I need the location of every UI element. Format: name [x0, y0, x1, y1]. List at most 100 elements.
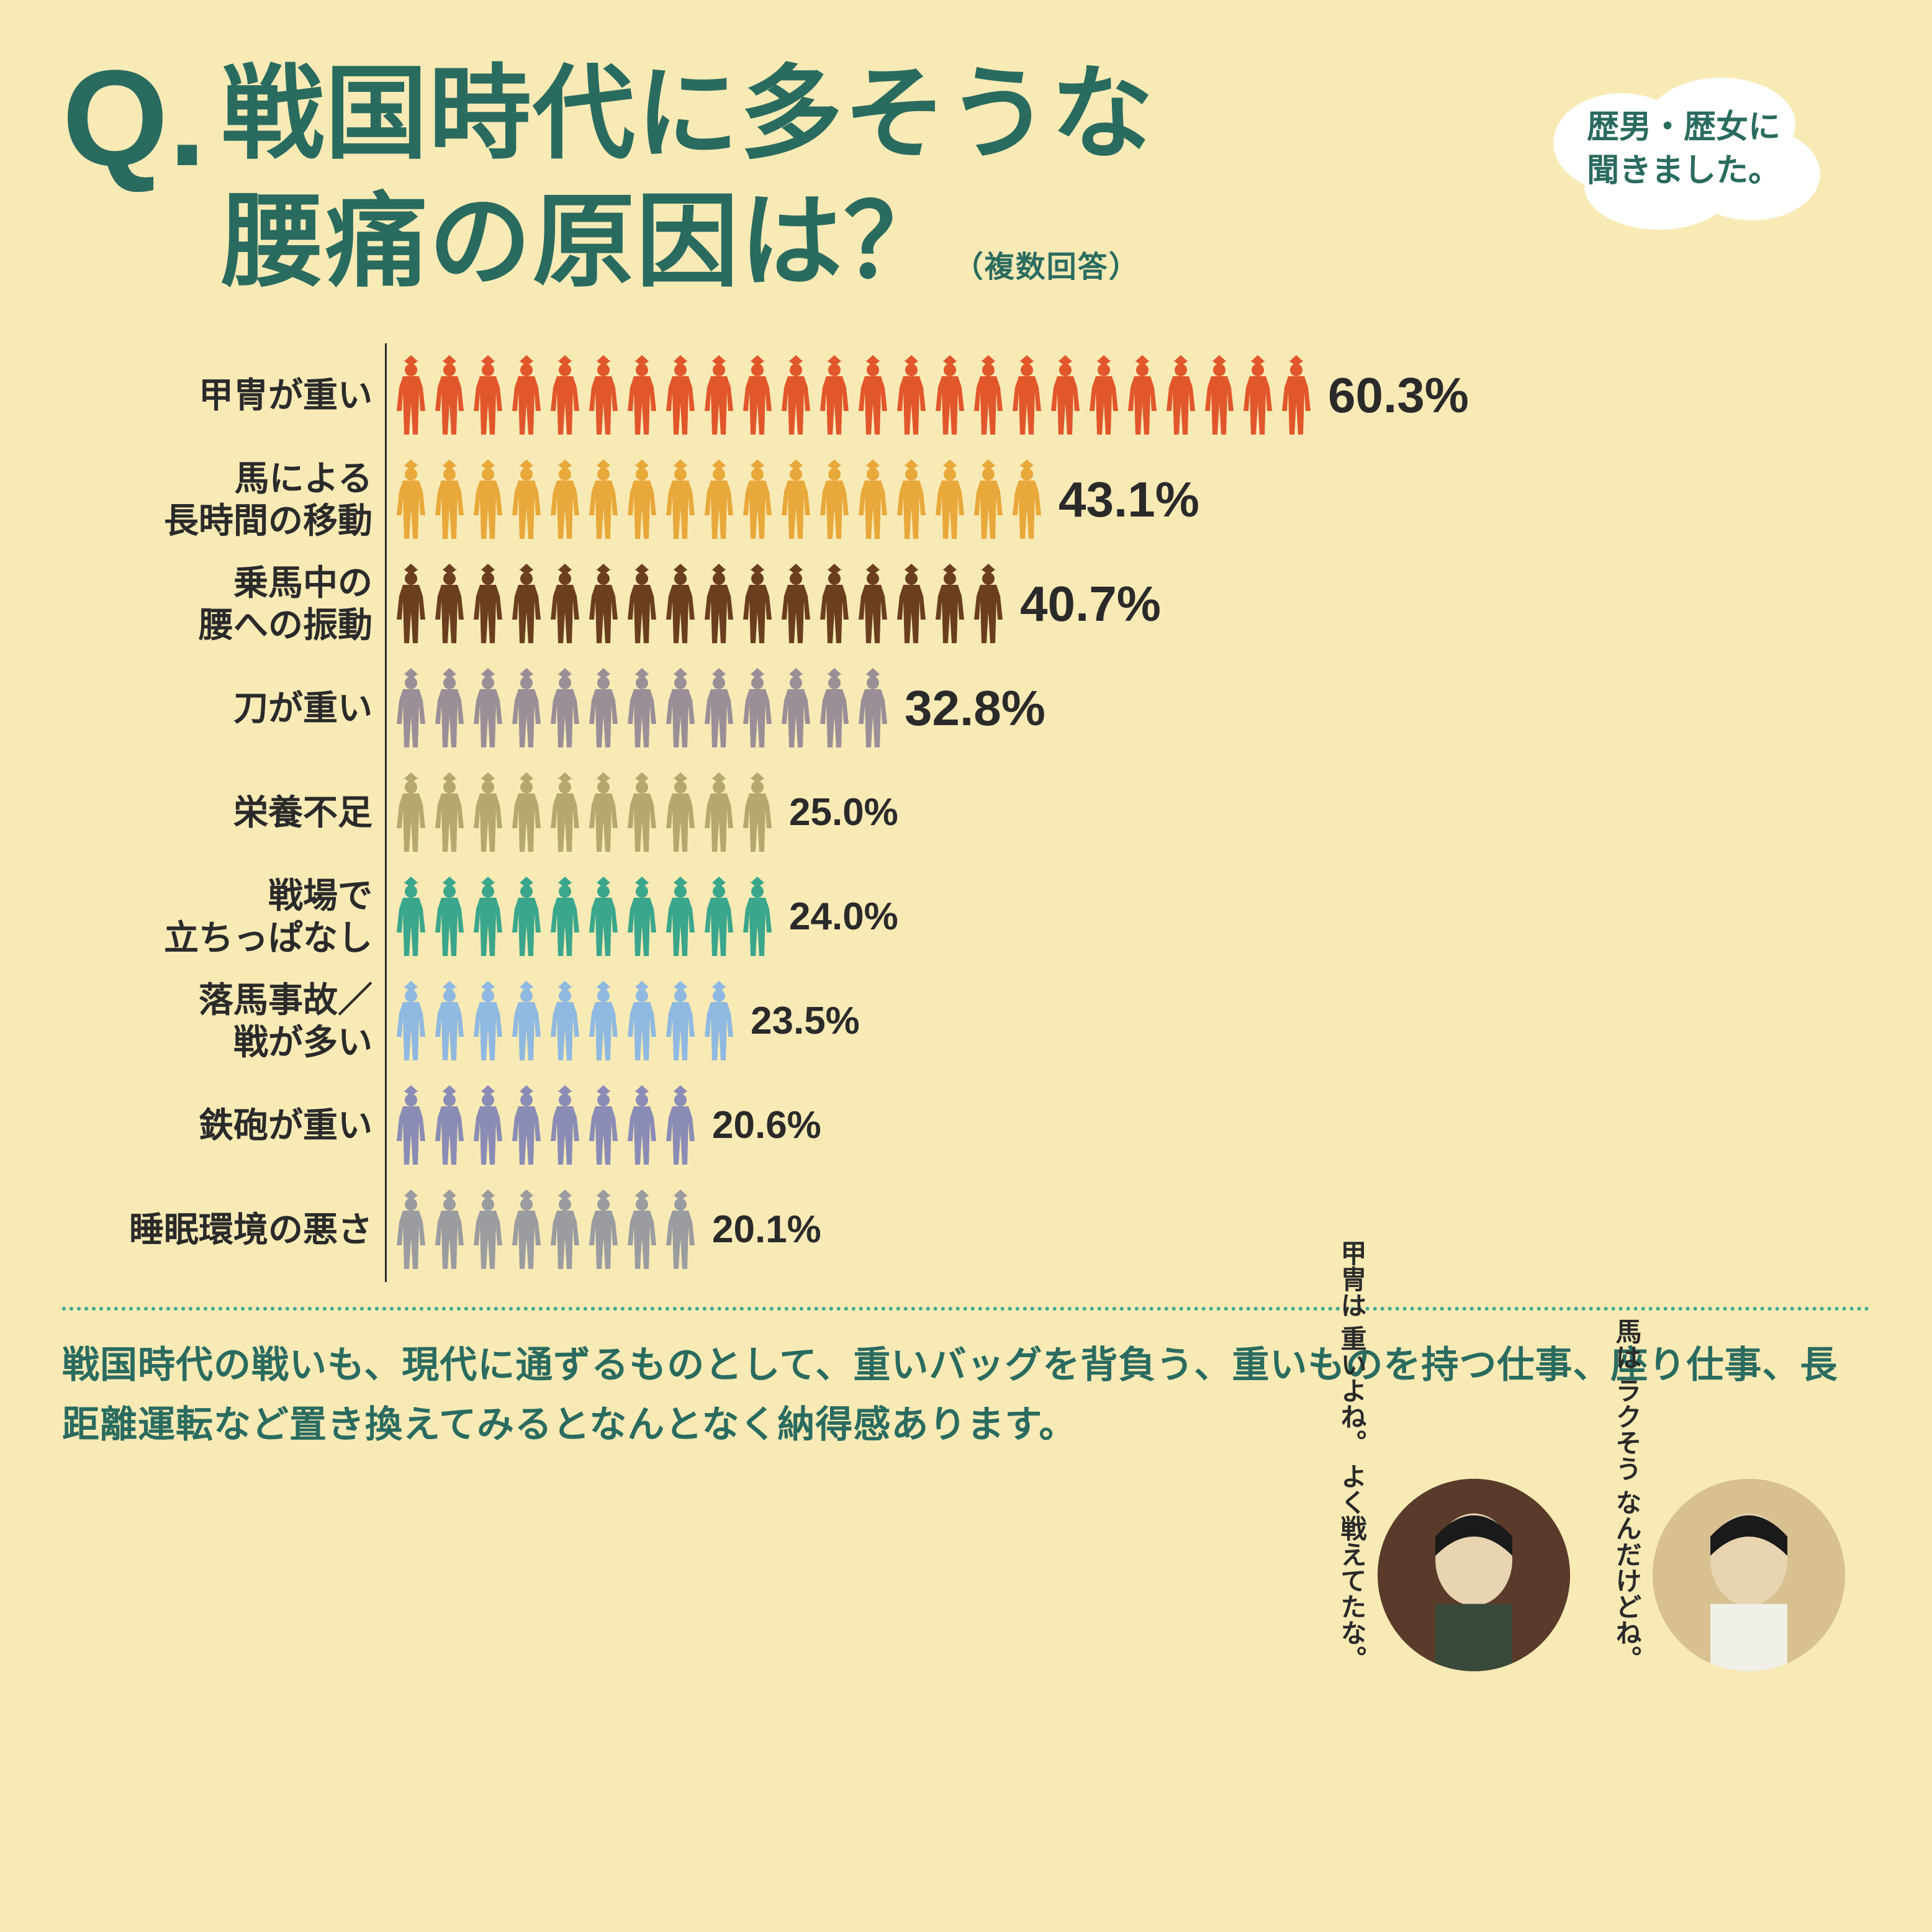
- samurai-icon: [507, 1189, 546, 1270]
- samurai-icon: [661, 459, 700, 540]
- samurai-icon: [700, 668, 738, 749]
- subtitle: （複数回答）: [954, 251, 1140, 284]
- samurai-icon: [969, 564, 1008, 644]
- samurai-icon: [931, 459, 969, 540]
- samurai-icon: [584, 564, 623, 644]
- avatar-group: 甲冑は 重いよね。 よく戦えてたな。: [1332, 1240, 1570, 1671]
- samurai-icon: [738, 772, 777, 853]
- samurai-icon: [1046, 355, 1085, 436]
- samurai-icon: [700, 772, 738, 853]
- samurai-icon: [546, 877, 584, 957]
- samurai-icon: [623, 355, 661, 436]
- samurai-icon: [700, 564, 738, 644]
- samurai-icon: [507, 981, 546, 1062]
- bar-area: 23.5%: [385, 969, 1870, 1073]
- samurai-icon: [931, 355, 969, 436]
- samurai-icon: [777, 564, 815, 644]
- samurai-icon: [392, 355, 430, 436]
- avatar-portrait: [1378, 1479, 1570, 1671]
- samurai-icon: [777, 355, 815, 436]
- samurai-icon: [507, 772, 546, 853]
- pictogram-chart: 甲冑が重い: [124, 343, 1870, 1282]
- avatar-group: 馬は ラクそう なんだけどね。: [1607, 1240, 1845, 1671]
- samurai-icon: [931, 564, 969, 644]
- samurai-icon: [661, 772, 700, 853]
- samurai-icon: [815, 459, 854, 540]
- samurai-icon: [700, 981, 738, 1062]
- samurai-icon: [892, 355, 931, 436]
- row-label: 馬による 長時間の移動: [124, 458, 385, 541]
- avatars: 甲冑は 重いよね。 よく戦えてたな。 馬は ラクそう なんだけどね。: [1332, 1240, 1845, 1671]
- samurai-icon: [738, 877, 777, 957]
- samurai-icon: [392, 772, 430, 853]
- samurai-icon: [661, 981, 700, 1062]
- samurai-icon: [584, 1085, 623, 1166]
- samurai-icon: [1162, 355, 1200, 436]
- header: Q. 戦国時代に多そうな 腰痛の原因は？（複数回答） 歴男・歴女に聞きました。: [62, 50, 1870, 306]
- samurai-icon: [546, 1085, 584, 1166]
- row-label: 鉄砲が重い: [124, 1104, 385, 1146]
- samurai-icon: [507, 877, 546, 957]
- samurai-icon: [623, 1189, 661, 1270]
- chart-row: 刀が重い 32.8%: [124, 656, 1870, 761]
- samurai-icon: [546, 355, 584, 436]
- samurai-icon: [584, 668, 623, 749]
- samurai-icon: [969, 355, 1008, 436]
- title-line-1: 戦国時代に多そうな: [222, 50, 1155, 178]
- samurai-icon: [854, 355, 892, 436]
- chart-row: 戦場で 立ちっぱなし 24.0%: [124, 865, 1870, 969]
- samurai-icon: [738, 355, 777, 436]
- chart-row: 甲冑が重い: [124, 343, 1870, 448]
- samurai-icon: [584, 877, 623, 957]
- samurai-icon: [584, 459, 623, 540]
- samurai-icon: [661, 1189, 700, 1270]
- row-pct: 20.6%: [712, 1103, 821, 1147]
- samurai-icon: [738, 459, 777, 540]
- bar-area: 32.8%: [385, 656, 1870, 761]
- samurai-icon: [546, 459, 584, 540]
- samurai-icon: [623, 564, 661, 644]
- row-pct: 40.7%: [1020, 576, 1161, 633]
- samurai-icon: [892, 459, 931, 540]
- samurai-icon: [854, 564, 892, 644]
- samurai-icon: [1277, 355, 1316, 436]
- samurai-icon: [969, 459, 1008, 540]
- row-pct: 24.0%: [789, 895, 898, 939]
- avatar-speech: 甲冑は 重いよね。 よく戦えてたな。: [1332, 1240, 1371, 1671]
- samurai-icon: [854, 459, 892, 540]
- samurai-icon: [392, 668, 430, 749]
- samurai-icon: [469, 772, 507, 853]
- samurai-icon: [469, 355, 507, 436]
- samurai-icon: [430, 1189, 469, 1270]
- samurai-icon: [892, 564, 931, 644]
- samurai-icon: [392, 981, 430, 1062]
- samurai-icon: [469, 668, 507, 749]
- samurai-icon: [469, 1189, 507, 1270]
- samurai-icon: [777, 668, 815, 749]
- samurai-icon: [1008, 459, 1046, 540]
- samurai-icon: [661, 564, 700, 644]
- samurai-icon: [700, 355, 738, 436]
- samurai-icon: [815, 355, 854, 436]
- samurai-icon: [623, 877, 661, 957]
- samurai-icon: [584, 772, 623, 853]
- row-pct: 43.1%: [1059, 471, 1199, 528]
- samurai-icon: [584, 355, 623, 436]
- samurai-icon: [469, 564, 507, 644]
- samurai-icon: [1239, 355, 1277, 436]
- title-line-2: 腰痛の原因は？（複数回答）: [222, 178, 1155, 305]
- samurai-icon: [777, 459, 815, 540]
- samurai-icon: [430, 564, 469, 644]
- samurai-icon: [546, 772, 584, 853]
- bar-area: 25.0%: [385, 761, 1870, 865]
- samurai-icon: [1123, 355, 1162, 436]
- bar-area: 20.6%: [385, 1073, 1870, 1178]
- samurai-icon: [584, 981, 623, 1062]
- samurai-icon: [392, 1085, 430, 1166]
- row-label: 刀が重い: [124, 687, 385, 729]
- samurai-icon: [738, 564, 777, 644]
- samurai-icon: [1085, 355, 1123, 436]
- row-label: 落馬事故／ 戦が多い: [124, 979, 385, 1062]
- row-pct: 25.0%: [789, 790, 898, 834]
- samurai-icon: [430, 981, 469, 1062]
